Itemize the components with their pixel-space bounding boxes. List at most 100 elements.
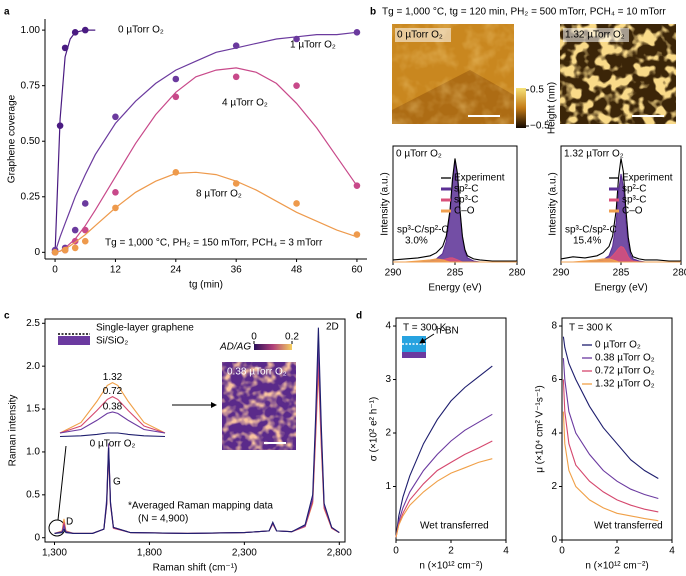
y-tick-label: 0.25 (21, 191, 41, 202)
x-axis-label: n (×10¹² cm⁻²) (585, 561, 648, 572)
point (81, 237, 89, 245)
x-tick-label: 1,300 (42, 548, 67, 559)
series-label: 0.38 (103, 402, 123, 413)
legend-label: sp³-C (622, 195, 646, 206)
y-tick-label: 2 (551, 481, 557, 492)
x-tick-label: 290 (385, 268, 402, 279)
x-tick-label: 24 (170, 265, 182, 276)
legend-label: 0.38 µTorr O₂ (595, 353, 655, 364)
x-tick-label: 60 (351, 265, 363, 276)
line (59, 411, 166, 434)
y-tick-label: 0.75 (21, 80, 41, 91)
series-label: 0.72 (103, 386, 123, 397)
series-label: 1.32 (103, 372, 123, 383)
point (112, 204, 119, 212)
point (61, 246, 69, 254)
point (232, 180, 240, 187)
y-axis-label: Intensity (a.u.) (380, 172, 391, 235)
fit-line (54, 31, 357, 253)
x-tick-label: 48 (291, 265, 303, 276)
x-tick-label: 4 (669, 546, 675, 557)
legend-label: sp³-C (454, 195, 478, 206)
x-tick-label: 280 (673, 268, 686, 279)
colorbar-title: AD/AG (219, 342, 251, 353)
x-tick-label: 4 (503, 546, 509, 557)
x-tick-label: 12 (110, 265, 122, 276)
note: *Averaged Raman mapping data (128, 501, 273, 512)
panel-label: a (4, 7, 10, 18)
point (293, 200, 300, 207)
chart-title: 0 µTorr O₂ (396, 149, 442, 160)
point (71, 226, 79, 234)
y-axis-label: μ (×10⁴ cm² V⁻¹s⁻¹) (535, 385, 546, 473)
legend-label: C–O (622, 206, 643, 217)
conditions: Tg = 1,000 °C, tg = 120 min, PH₂ = 500 m… (382, 7, 666, 18)
annotation: 15.4% (573, 236, 601, 247)
point (112, 113, 119, 121)
device-schematic (402, 333, 435, 358)
series-label: 0 µTorr O₂ (90, 439, 136, 450)
point (293, 82, 300, 89)
y-axis-label: Raman intensity (8, 395, 19, 467)
x-axis-label: Energy (eV) (594, 283, 647, 294)
point (112, 189, 119, 196)
afm-image (392, 24, 514, 124)
plot-frame (561, 317, 673, 541)
series-label: 4 µTorr O₂ (222, 98, 268, 109)
raman-map (222, 362, 296, 450)
annotation: sp³-C/sp²-C (565, 225, 617, 236)
y-tick-label: 1.0 (26, 447, 40, 458)
x-tick-label: 2,800 (327, 548, 352, 559)
afm-image (560, 24, 676, 124)
legend-label: 0 µTorr O₂ (595, 340, 641, 351)
line (562, 411, 659, 522)
x-tick-label: 36 (231, 265, 243, 276)
series-label: 1 µTorr O₂ (290, 40, 336, 51)
connector (57, 445, 67, 521)
image-label: 1.32 µTorr O₂ (565, 30, 625, 41)
panel-label: d (356, 311, 362, 322)
line (59, 381, 166, 434)
y-tick-label: 2 (385, 428, 391, 439)
line (59, 395, 166, 434)
legend-label: Experiment (454, 173, 505, 184)
panel-label: c (4, 311, 10, 322)
point (71, 29, 79, 36)
y-tick-label: 3 (385, 374, 391, 385)
colorbar-tick-label: 0 (251, 332, 257, 343)
point (56, 122, 64, 129)
point (81, 26, 89, 34)
peak-label: 2D (326, 322, 339, 333)
point (353, 231, 361, 238)
x-tick-label: 285 (447, 268, 464, 279)
y-tick-label: 0 (34, 247, 40, 258)
point (172, 93, 180, 101)
point (172, 169, 180, 176)
point (293, 35, 300, 43)
legend-label: sp²-C (622, 184, 646, 195)
point (51, 249, 59, 256)
fit-line (54, 67, 358, 253)
legend-label: sp²-C (454, 184, 478, 195)
line (392, 158, 517, 262)
annotation: 3.0% (405, 236, 428, 247)
point (232, 42, 240, 49)
legend-label: 1.32 µTorr O₂ (595, 379, 655, 390)
line (395, 365, 493, 538)
x-tick-label: 285 (613, 268, 630, 279)
y-tick-label: 6 (551, 374, 557, 385)
x-tick-label: 1,800 (137, 548, 162, 559)
peak-label: G (113, 477, 121, 488)
x-tick-label: 290 (553, 268, 570, 279)
x-tick-label: 2 (448, 546, 454, 557)
series-label: 8 µTorr O₂ (196, 189, 242, 200)
area (561, 245, 681, 263)
point (71, 244, 79, 252)
line (395, 413, 493, 538)
line (395, 440, 493, 538)
annotation: Wet transferred (594, 521, 663, 532)
line (560, 158, 681, 262)
image-label: 0.38 µTorr O₂ (227, 367, 287, 378)
y-tick-label: 4 (551, 428, 557, 439)
